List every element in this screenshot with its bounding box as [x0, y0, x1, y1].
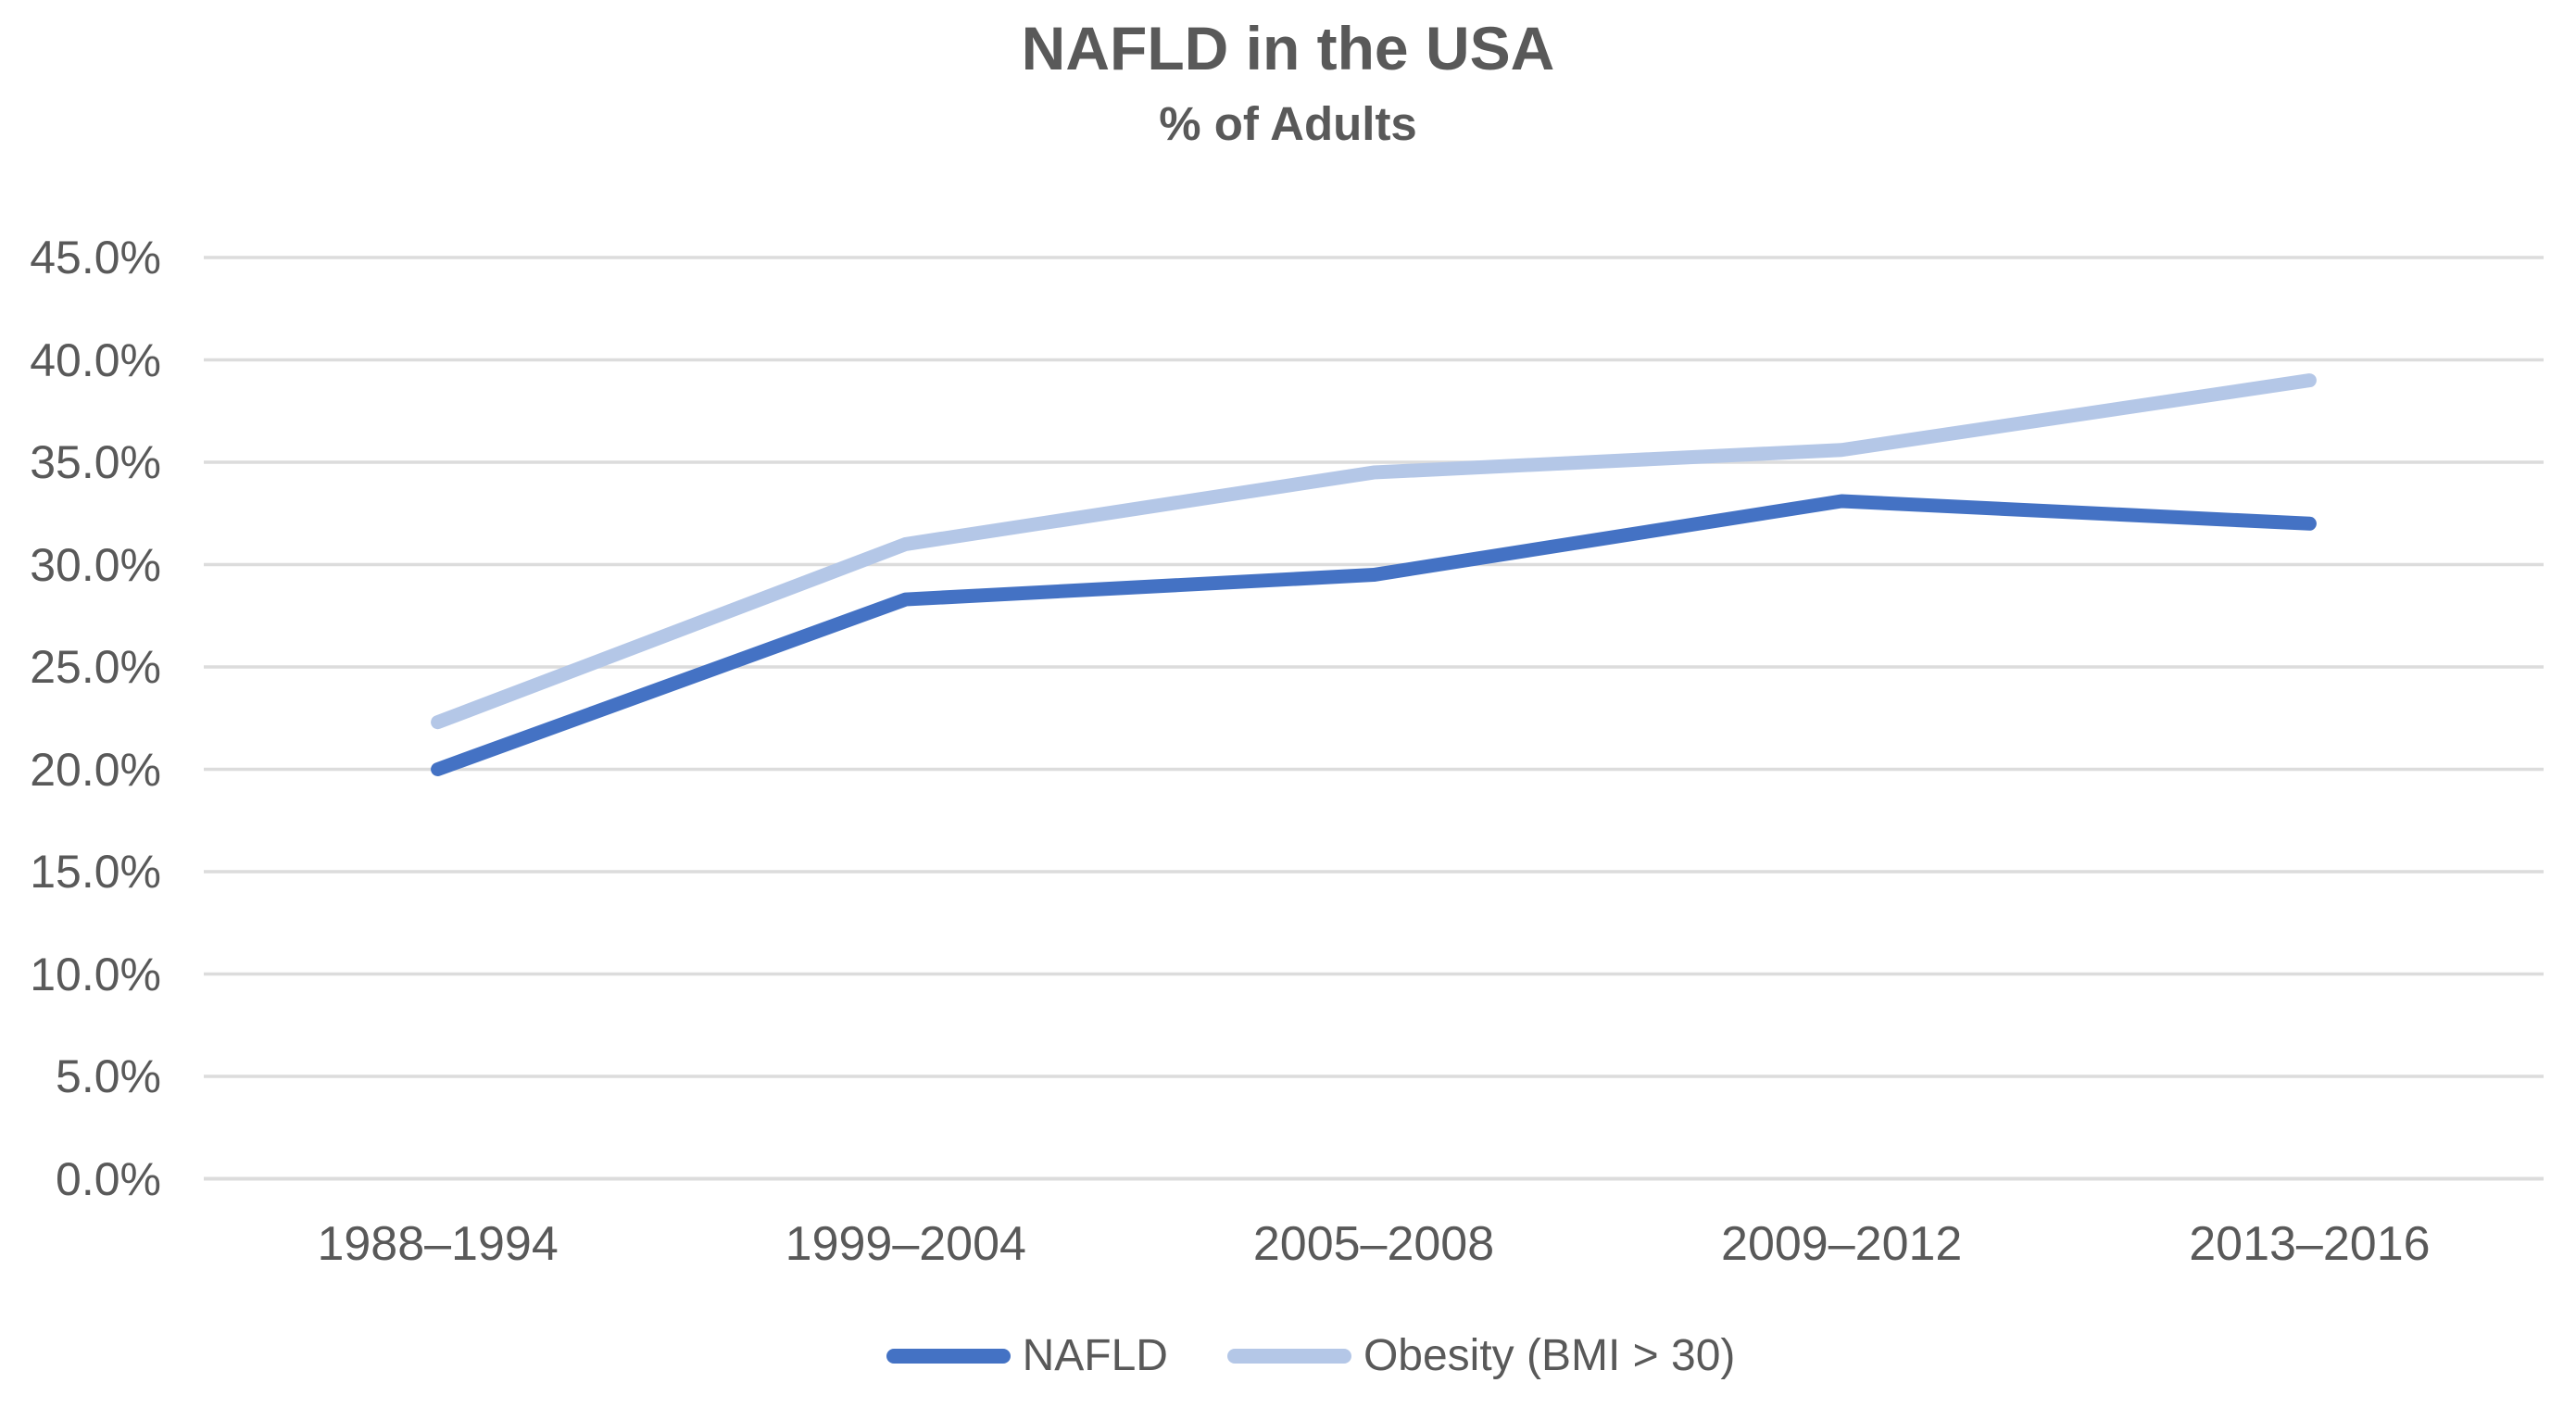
obesity-line-swatch-icon — [1226, 1348, 1351, 1364]
ytick-label-25: 25.0% — [30, 641, 161, 693]
xtick-label-4: 2013–2016 — [2189, 1217, 2431, 1271]
ytick-label-10: 10.0% — [30, 948, 161, 1000]
xtick-label-3: 2009–2012 — [1721, 1217, 1963, 1271]
legend-item-obesity: Obesity (BMI > 30) — [1226, 1330, 1736, 1381]
ytick-label-30: 30.0% — [30, 538, 161, 591]
nafld-line-swatch-icon — [886, 1348, 1011, 1364]
chart-subtitle: % of Adults — [1159, 97, 1417, 150]
ytick-label-20: 20.0% — [30, 743, 161, 796]
ytick-label-0: 0.0% — [56, 1152, 161, 1205]
legend-item-nafld: NAFLD — [886, 1330, 1168, 1381]
nafld-line — [431, 494, 2317, 776]
ytick-label-5: 5.0% — [56, 1050, 161, 1102]
legend-label-obesity: Obesity (BMI > 30) — [1363, 1331, 1736, 1380]
legend-label-nafld: NAFLD — [1022, 1331, 1168, 1380]
ytick-label-40: 40.0% — [30, 333, 161, 386]
xtick-label-0: 1988–1994 — [317, 1217, 559, 1271]
xtick-label-2: 2005–2008 — [1252, 1217, 1495, 1271]
ytick-label-45: 45.0% — [30, 232, 161, 283]
ytick-label-15: 15.0% — [30, 846, 161, 898]
legend: NAFLD Obesity (BMI > 30) — [0, 1330, 2576, 1381]
chart-title: NAFLD in the USA — [1021, 14, 1555, 82]
ytick-label-35: 35.0% — [30, 436, 161, 488]
series-lines — [431, 373, 2317, 776]
xtick-label-1: 1999–2004 — [785, 1217, 1026, 1271]
obesity-line — [431, 373, 2317, 730]
